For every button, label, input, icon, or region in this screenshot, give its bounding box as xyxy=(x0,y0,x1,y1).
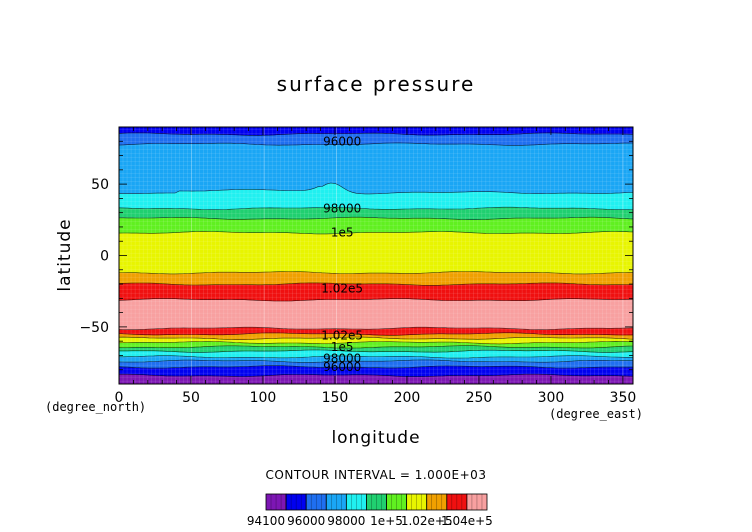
contour-line xyxy=(118,132,634,136)
x-tick-label: 100 xyxy=(250,390,277,406)
x-tick-label: 200 xyxy=(394,390,421,406)
contour-label: 96000 xyxy=(323,360,361,374)
contour-label: 1.02e5 xyxy=(321,281,363,295)
contour-label: 98000 xyxy=(323,201,361,215)
y-axis-ticks: −50 0 50 xyxy=(79,140,633,371)
x-axis-ticks: 0 50 100 150 200 250 300 350 xyxy=(115,127,637,406)
x-axis-label: longitude xyxy=(331,428,420,448)
y-tick-label: 50 xyxy=(91,177,109,193)
x-tick-label: 150 xyxy=(322,390,349,406)
contour-line xyxy=(118,206,634,211)
contour-line xyxy=(118,336,634,340)
colorbar-label: 94100 xyxy=(247,514,285,528)
colorbar-labels: 94100 96000 98000 1e+51.02e+51.04e+5 xyxy=(247,514,493,528)
chart-title: surface pressure xyxy=(277,72,476,96)
x-tick-label: 350 xyxy=(610,390,637,406)
contour-line xyxy=(119,355,633,359)
y-axis-unit: (degree_north) xyxy=(45,400,146,414)
contour-band xyxy=(118,282,634,302)
contour-lines xyxy=(118,132,634,377)
contour-line xyxy=(119,349,634,353)
contour-label: 1.02e5 xyxy=(321,328,363,342)
contour-band xyxy=(118,142,634,195)
x-tick-label: 300 xyxy=(538,390,565,406)
contour-line xyxy=(118,332,634,336)
colorbar-label: 1e+5 xyxy=(370,514,403,528)
y-tick-label: −50 xyxy=(79,320,109,336)
contour-line xyxy=(119,373,634,377)
contour-label: 1e5 xyxy=(331,226,354,240)
colorbar-label: 96000 xyxy=(287,514,325,528)
contour-label: 1e5 xyxy=(331,340,354,354)
contour-line xyxy=(118,282,633,286)
contour-line xyxy=(118,182,634,195)
contour-line xyxy=(118,345,634,349)
colorbar xyxy=(265,493,488,511)
colorbar-label: 1.02e+5 xyxy=(401,514,453,528)
y-axis-label: latitude xyxy=(55,218,75,291)
x-tick-label: 0 xyxy=(115,390,124,406)
contour-line xyxy=(119,216,634,221)
x-tick-label: 50 xyxy=(182,390,200,406)
contour-line xyxy=(118,340,634,345)
contour-line xyxy=(118,365,633,369)
contour-band xyxy=(118,231,634,275)
contour-line xyxy=(119,271,633,275)
contour-bands xyxy=(118,126,634,385)
x-tick-label: 250 xyxy=(466,390,493,406)
contour-line xyxy=(118,326,634,330)
y-tick-label: 0 xyxy=(100,249,109,265)
contour-band xyxy=(118,298,634,330)
contour-line xyxy=(118,142,634,146)
contour-line xyxy=(118,359,633,363)
x-axis-unit: (degree_east) xyxy=(549,407,643,421)
contour-label: 98000 xyxy=(323,351,361,365)
colorbar-label: 1.04e+5 xyxy=(441,514,493,528)
contour-line xyxy=(118,298,633,302)
contour-label: 96000 xyxy=(323,134,361,148)
grid-lines xyxy=(119,127,633,384)
contour-interval-text: CONTOUR INTERVAL = 1.000E+03 xyxy=(266,468,487,482)
colorbar-label: 98000 xyxy=(327,514,365,528)
contour-line xyxy=(118,231,634,235)
